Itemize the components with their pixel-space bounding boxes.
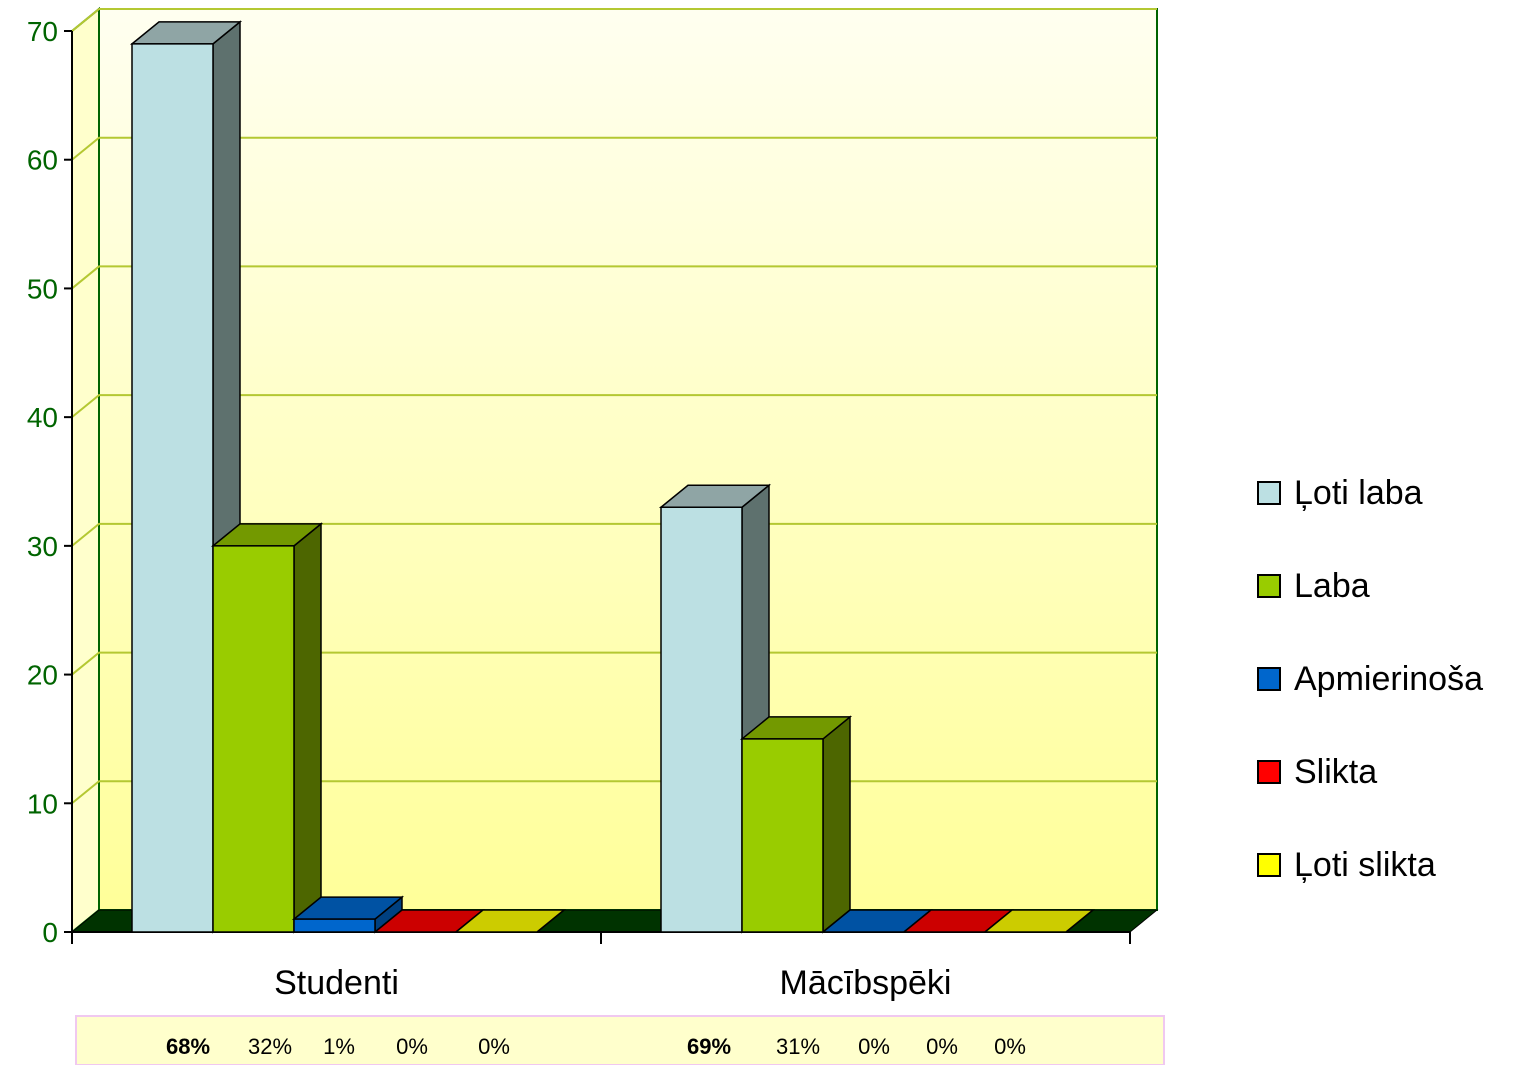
bar-0-0 — [129, 20, 243, 934]
percent-table: 68% 32% 1% 0% 0% 69% 31% 0% 0% 0% — [75, 1015, 1165, 1065]
y-tick-label: 10 — [27, 788, 58, 819]
percent-cell: 0% — [926, 1034, 958, 1059]
percent-cell: 0% — [396, 1034, 428, 1059]
percent-cell: 69% — [687, 1034, 731, 1059]
bar-front — [741, 738, 824, 933]
gridline — [71, 8, 1157, 32]
bar-front — [131, 43, 214, 933]
bar-4-1 — [982, 909, 1096, 933]
legend-label: Apmierinoša — [1294, 660, 1483, 698]
legend-swatch — [1257, 760, 1281, 784]
y-tick-label: 40 — [27, 402, 58, 433]
gridline — [71, 394, 1157, 418]
percent-cell: 0% — [478, 1034, 510, 1059]
y-tick-label: 60 — [27, 145, 58, 176]
bar-front — [660, 506, 743, 933]
legend-swatch — [1257, 574, 1281, 598]
legend-item: Apmierinoša — [1257, 660, 1483, 698]
bar-1-1 — [739, 715, 853, 934]
bar-1-0 — [210, 522, 324, 934]
bar-front — [212, 545, 295, 933]
gridlines — [71, 8, 1157, 805]
category-label: Studenti — [274, 964, 399, 1002]
y-tick-label: 30 — [27, 531, 58, 562]
bar-top — [982, 909, 1096, 933]
percent-cell: 31% — [776, 1034, 820, 1059]
category-label: Mācībspēki — [780, 964, 952, 1002]
y-tick-label: 0 — [42, 917, 58, 948]
axis-labels: 0 10 20 30 40 50 60 70 Studenti Mācībspēki — [27, 16, 952, 1002]
percent-table-background — [75, 1015, 1165, 1065]
gridline — [71, 265, 1157, 290]
y-tick-label: 50 — [27, 273, 58, 304]
gridline — [71, 651, 1157, 676]
bar-side — [822, 715, 851, 934]
percent-cell: 0% — [994, 1034, 1026, 1059]
legend-label: Laba — [1294, 567, 1370, 605]
y-tick-label: 20 — [27, 660, 58, 691]
bar-front — [293, 918, 376, 933]
bar-top — [453, 909, 567, 933]
legend: Ļoti laba Laba Apmierinoša Slikta Ļoti slikt… — [1257, 474, 1483, 884]
percent-cell: 68% — [166, 1034, 210, 1059]
legend-swatch — [1257, 481, 1281, 505]
percent-cell: 1% — [323, 1034, 355, 1059]
legend-swatch — [1257, 667, 1281, 691]
legend-item: Laba — [1257, 567, 1370, 605]
legend-item: Slikta — [1257, 753, 1377, 791]
percent-cell: 0% — [858, 1034, 890, 1059]
gridline — [71, 136, 1157, 161]
bar-4-0 — [453, 909, 567, 933]
bar-side — [293, 522, 322, 934]
legend-item: Ļoti laba — [1257, 474, 1423, 512]
legend-label: Slikta — [1294, 753, 1377, 791]
legend-label: Ļoti slikta — [1294, 846, 1436, 884]
percent-cell: 32% — [248, 1034, 292, 1059]
y-tick-label: 70 — [27, 16, 58, 47]
bars — [129, 20, 1096, 934]
legend-label: Ļoti laba — [1294, 474, 1423, 512]
legend-swatch — [1257, 853, 1281, 877]
legend-item: Ļoti slikta — [1257, 846, 1436, 884]
gridline — [71, 522, 1157, 547]
